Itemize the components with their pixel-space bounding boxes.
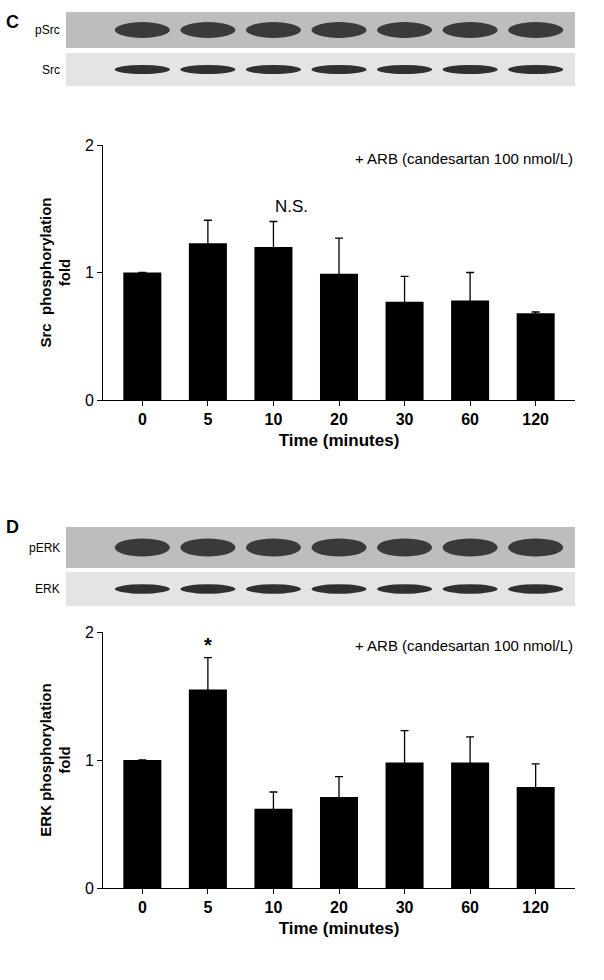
svg-text:30: 30 bbox=[396, 899, 414, 916]
svg-text:0: 0 bbox=[85, 392, 94, 409]
svg-text:pERK: pERK bbox=[29, 541, 60, 555]
svg-text:D: D bbox=[6, 517, 19, 537]
svg-text:C: C bbox=[6, 12, 19, 32]
svg-text:Time (minutes): Time (minutes) bbox=[279, 919, 400, 938]
svg-text:2: 2 bbox=[85, 624, 94, 641]
svg-text:2: 2 bbox=[85, 137, 94, 154]
svg-text:ERK: ERK bbox=[35, 582, 60, 596]
svg-text:0: 0 bbox=[138, 411, 147, 428]
svg-text:60: 60 bbox=[461, 899, 479, 916]
svg-text:pSrc: pSrc bbox=[35, 23, 60, 37]
svg-text:ERK phosphorylationfold: ERK phosphorylationfold bbox=[37, 683, 74, 836]
svg-text:20: 20 bbox=[330, 411, 348, 428]
svg-text:20: 20 bbox=[330, 899, 348, 916]
svg-text:+ ARB (candesartan 100 nmol/L): + ARB (candesartan 100 nmol/L) bbox=[355, 637, 573, 654]
svg-text:1: 1 bbox=[85, 752, 94, 769]
svg-text:N.S.: N.S. bbox=[275, 197, 308, 216]
svg-text:120: 120 bbox=[522, 411, 549, 428]
svg-text:*: * bbox=[204, 634, 212, 656]
svg-text:Time (minutes): Time (minutes) bbox=[279, 431, 400, 450]
svg-text:1: 1 bbox=[85, 264, 94, 281]
svg-text:Src phosphorylationfold: Src phosphorylationfold bbox=[37, 197, 74, 347]
svg-text:Src: Src bbox=[42, 63, 60, 77]
svg-text:0: 0 bbox=[138, 899, 147, 916]
svg-text:10: 10 bbox=[265, 411, 283, 428]
svg-text:0: 0 bbox=[85, 880, 94, 897]
svg-text:30: 30 bbox=[396, 411, 414, 428]
svg-text:10: 10 bbox=[265, 899, 283, 916]
svg-text:+ ARB (candesartan 100 nmol/L): + ARB (candesartan 100 nmol/L) bbox=[355, 150, 573, 167]
svg-text:5: 5 bbox=[203, 411, 212, 428]
svg-text:5: 5 bbox=[203, 899, 212, 916]
svg-text:60: 60 bbox=[461, 411, 479, 428]
svg-text:120: 120 bbox=[522, 899, 549, 916]
